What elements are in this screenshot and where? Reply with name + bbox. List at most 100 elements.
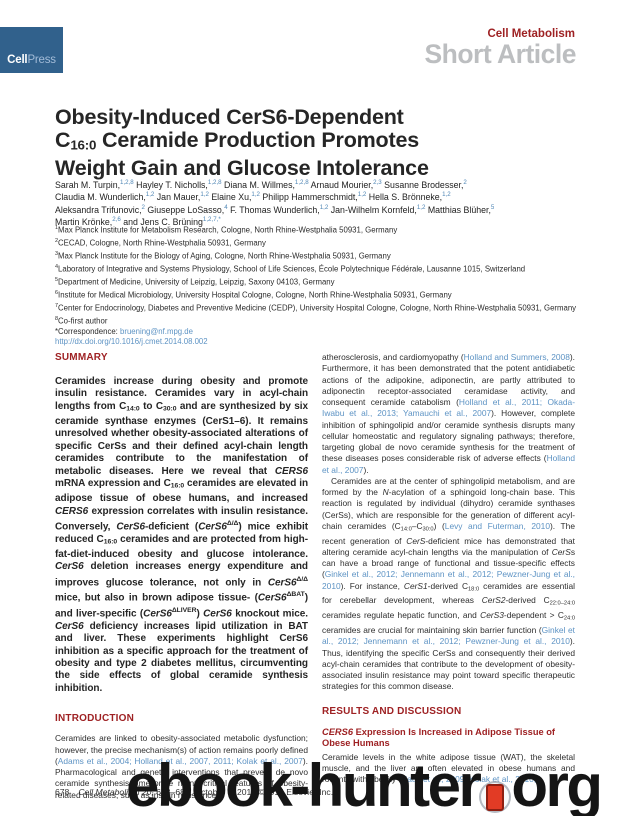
left-column: SUMMARY Ceramides increase during obesit…: [55, 352, 308, 801]
author-line: Sarah M. Turpin,1,2,8 Hayley T. Nicholls…: [55, 178, 582, 190]
text-segment: ). Furthermore, it has been demonstrated…: [322, 352, 575, 407]
text-segment: 3: [55, 250, 59, 257]
text-segment: CerS6: [203, 608, 232, 620]
affiliations: 1Max Planck Institute for Metabolism Res…: [55, 223, 578, 347]
correspondence-email-link[interactable]: bruening@nf.mpg.de: [120, 326, 193, 336]
text-segment: Jan-Wilhelm Kornfeld,: [328, 204, 417, 215]
affiliation-line: 2CECAD, Cologne, North Rhine-Westphalia …: [55, 236, 578, 249]
citation-link[interactable]: Haus et al., 2009; Kolak et al., 2010;: [401, 774, 537, 784]
watermark-text-left: ebook-hunter: [126, 752, 482, 816]
sphingolipid-paragraph: Ceramides are at the center of sphingoli…: [322, 476, 575, 693]
watermark: ebook-hunter org: [126, 756, 603, 816]
text-segment: 1,2: [200, 191, 209, 199]
text-segment: 16:0: [170, 482, 185, 490]
text-segment: CECAD, Cologne, North Rhine-Westphalia 5…: [58, 238, 266, 248]
text-segment: 6: [55, 289, 59, 296]
text-segment: Ceramides increase during obesity and pr…: [55, 376, 308, 412]
text-segment: Weight Gain and Glucose Intolerance: [55, 155, 429, 180]
text-segment: 1,2: [442, 191, 451, 199]
text-segment: ceramides are elevated in adipose tissue…: [55, 477, 308, 505]
citation-link[interactable]: Holland et al., 2007: [322, 453, 575, 475]
text-segment: Giuseppe LoSasso,: [144, 204, 225, 215]
doi-line: http://dx.doi.org/10.1016/j.cmet.2014.08…: [55, 337, 578, 347]
text-segment: 22:0–24:0: [549, 600, 575, 607]
citation-link[interactable]: Holland et al., 2011; Okada-Iwabu et al.…: [322, 397, 575, 419]
text-segment: CerS1: [403, 580, 428, 591]
text-segment: Ceramide Production Promotes: [96, 127, 419, 152]
text-segment: CerS6: [257, 592, 287, 604]
author-line: Claudia M. Wunderlich,1,2 Jan Mauer,1,2 …: [55, 190, 582, 202]
text-segment: s can have a broad range of functional a…: [322, 546, 575, 580]
text-segment: *Correspondence:: [55, 326, 121, 336]
citation-link[interactable]: Ginkel et al., 2012; Jennemann et al., 2…: [322, 625, 575, 647]
text-segment: expression correlates with insulin resis…: [55, 505, 308, 533]
affiliation-line: 1Max Planck Institute for Metabolism Res…: [55, 223, 578, 236]
text-segment: ceramides are essential for cerebellar d…: [322, 580, 575, 606]
text-segment: Δ/Δ: [226, 519, 239, 527]
text-segment: ) mice exhibit reduced C: [55, 521, 308, 545]
text-segment: CERS6: [274, 465, 308, 477]
text-segment: Obesity-Induced CerS6-Dependent: [55, 105, 404, 129]
text-segment: 16:0: [103, 538, 118, 546]
text-segment: 1,2,8: [207, 179, 222, 186]
text-segment: Department of Medicine, University of Le…: [58, 277, 335, 287]
text-segment: 30:0: [422, 526, 434, 533]
text-segment: 2: [141, 203, 145, 211]
text-segment: CerS: [406, 535, 426, 546]
text-segment: -deficient (: [145, 521, 199, 533]
text-segment: Institute for Medical Microbiology, Univ…: [58, 290, 452, 300]
text-segment: 18:0: [468, 586, 480, 593]
text-segment: CerS6: [267, 576, 297, 588]
text-segment: deficiency increases lipid utilization i…: [55, 620, 308, 694]
watermark-text-right: org: [511, 752, 603, 816]
right-column: atherosclerosis, and cardiomyopathy (Hol…: [322, 352, 575, 785]
text-segment: Co-first author: [58, 316, 108, 326]
text-segment: 2,3: [373, 179, 382, 186]
text-segment: knockout mice.: [231, 608, 308, 620]
cellpress-logo: Cell Press: [0, 27, 63, 73]
citation-link[interactable]: Ginkel et al., 2012; Jennemann et al., 2…: [322, 569, 575, 591]
citation-link[interactable]: Levy and Futerman, 2010: [444, 520, 550, 531]
text-segment: Elaine Xu,: [208, 192, 252, 203]
page-number: 678: [55, 787, 70, 797]
text-segment: CerS6: [116, 521, 146, 533]
citation-link[interactable]: Holland and Summers, 2008: [463, 352, 570, 362]
logo-cell-text: Cell: [7, 54, 28, 66]
text-segment: CERS6: [55, 505, 89, 517]
article-title: Obesity-Induced CerS6-Dependent C16:0 Ce…: [55, 106, 429, 179]
citation-link[interactable]: Adams et al., 2004; Holland et al., 2007…: [57, 755, 303, 766]
page-footer: 678 Cell Metabolism 20, 678–686, October …: [55, 787, 333, 797]
co-first-author-note: 8Co-first author: [55, 314, 578, 327]
text-segment: CerS6: [198, 521, 227, 533]
text-segment: and Jens C. Brüning: [120, 217, 203, 228]
text-segment: Aleksandra Trifunovic,: [55, 204, 142, 215]
text-segment: Martin Krönke,: [55, 217, 113, 228]
text-segment: Ceramide levels in the white adipose tis…: [322, 751, 575, 785]
text-segment: Expression Is Increased in Adipose Tissu…: [322, 726, 556, 749]
text-segment: and are synthesized by six ceramide synt…: [55, 400, 309, 477]
text-segment: 5: [55, 276, 59, 283]
author-line: Martin Krönke,2,6 and Jens C. Brüning1,2…: [55, 215, 582, 227]
text-segment: Laboratory of Integrative and Systems Ph…: [58, 264, 526, 274]
text-segment: Cell Metabolism 20,: [78, 787, 154, 797]
text-segment: CerS3: [480, 610, 504, 621]
text-segment: -deficient mice has demonstrated that al…: [322, 535, 576, 557]
text-segment: –C: [411, 520, 423, 531]
text-segment: ceramides are crucial for maintaining sk…: [322, 625, 542, 635]
text-segment: Max Planck Institute for Metabolism Rese…: [58, 225, 398, 235]
text-segment: 1,2,7,*: [202, 216, 221, 224]
doi-link[interactable]: http://dx.doi.org/10.1016/j.cmet.2014.08…: [55, 336, 208, 346]
affiliation-line: 3Max Planck Institute for the Biology of…: [55, 249, 578, 262]
text-segment: 30:0: [163, 405, 177, 413]
affiliation-line: 5Department of Medicine, University of L…: [55, 275, 578, 288]
text-segment: ). For instance,: [340, 580, 404, 591]
introduction-heading: INTRODUCTION: [55, 713, 135, 725]
text-segment: -acylation of a sphingoid long-chain bas…: [322, 487, 575, 531]
text-segment: F. Thomas Wunderlich,: [227, 204, 320, 215]
text-segment: Δ/Δ: [296, 575, 308, 583]
text-segment: 5: [490, 203, 495, 211]
summary-heading: SUMMARY: [55, 352, 108, 363]
title-line: C16:0 Ceramide Production Promotes: [55, 127, 429, 157]
text-segment: Diana M. Willmes,: [221, 179, 295, 190]
results-heading: RESULTS AND DISCUSSION: [322, 705, 462, 717]
